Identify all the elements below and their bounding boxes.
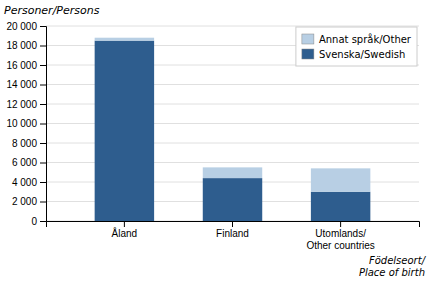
x-tick-label: Utomlands/Other countries <box>306 228 374 251</box>
y-tick-label: 2 000 <box>12 196 37 207</box>
y-tick: 14 000 <box>6 79 46 90</box>
bar <box>95 38 154 41</box>
y-tick: 4 000 <box>12 177 46 188</box>
y-tick-mark <box>40 143 46 144</box>
legend-swatch <box>302 49 314 59</box>
y-tick-mark <box>40 26 46 27</box>
x-axis: Åland Finland Utomlands/Other countries <box>47 221 420 251</box>
y-tick-label: 8 000 <box>12 138 37 149</box>
y-tick-label: 4 000 <box>12 177 37 188</box>
y-tick: 16 000 <box>6 60 46 71</box>
y-tick-mark <box>40 163 46 164</box>
series <box>95 41 371 221</box>
x-tick: Finland <box>216 221 249 239</box>
x-axis-line <box>47 222 420 228</box>
y-tick-label: 10 000 <box>6 118 37 129</box>
legend-frame <box>296 27 417 66</box>
x-tick: Utomlands/Other countries <box>306 221 374 251</box>
bar <box>203 178 262 221</box>
legend-label: Svenska/Swedish <box>319 49 405 60</box>
y-tick-label: 14 000 <box>6 79 37 90</box>
y-tick: 18 000 <box>6 40 46 51</box>
x-label-line: Födelseort/ <box>369 255 427 266</box>
y-tick-mark <box>40 85 46 86</box>
legend-swatch <box>302 34 314 44</box>
grid-line <box>46 26 419 27</box>
bar <box>95 41 154 221</box>
x-label: Födelseort/Place of birth <box>359 255 427 278</box>
y-tick-mark <box>40 202 46 203</box>
x-tick-label-line: Finland <box>216 228 249 239</box>
x-tick-label-line: Utomlands/ <box>315 228 366 239</box>
y-tick-label: 6 000 <box>12 157 37 168</box>
y-tick-label: 12 000 <box>6 99 37 110</box>
y-tick-mark <box>40 46 46 47</box>
legend: Annat språk/Other Svenska/Swedish <box>296 27 417 66</box>
y-tick-mark <box>40 124 46 125</box>
y-tick-mark <box>40 104 46 105</box>
bar <box>311 168 370 191</box>
x-tick-mark <box>124 221 125 227</box>
chart: 0 2 000 4 000 6 000 8 000 10 000 12 000 14 000 1… <box>0 0 429 281</box>
x-tick-label-line: Other countries <box>306 240 374 251</box>
y-tick: 2 000 <box>12 196 46 207</box>
x-tick: Åland <box>112 221 138 239</box>
y-label: Personer/Persons <box>4 4 100 17</box>
bar <box>311 192 370 221</box>
y-tick: 12 000 <box>6 99 46 110</box>
x-tick-label: Åland <box>112 227 138 239</box>
y-axis-line <box>40 27 47 222</box>
x-tick-label: Finland <box>216 228 249 239</box>
y-tick-mark <box>40 65 46 66</box>
grid <box>46 26 419 221</box>
y-tick: 8 000 <box>12 138 46 149</box>
y-tick-mark <box>40 221 46 222</box>
y-tick-label: 20 000 <box>6 21 37 32</box>
x-tick-label-line: Åland <box>112 227 138 239</box>
legend-item: Svenska/Swedish <box>302 49 405 60</box>
y-axis: 0 2 000 4 000 6 000 8 000 10 000 12 000 14 000 1… <box>6 21 46 227</box>
y-tick-label: 0 <box>31 216 37 227</box>
y-tick: 20 000 <box>6 21 46 32</box>
y-tick-label: 18 000 <box>6 40 37 51</box>
y-tick: 0 <box>31 216 46 227</box>
legend-item: Annat språk/Other <box>302 33 412 45</box>
x-tick-mark <box>340 221 341 227</box>
legend-label: Annat språk/Other <box>319 33 412 45</box>
bar <box>203 167 262 178</box>
x-label-line: Place of birth <box>359 267 425 278</box>
y-tick: 10 000 <box>6 118 46 129</box>
y-tick-label: 16 000 <box>6 60 37 71</box>
y-tick: 6 000 <box>12 157 46 168</box>
y-tick-mark <box>40 182 46 183</box>
x-tick-mark <box>232 221 233 227</box>
